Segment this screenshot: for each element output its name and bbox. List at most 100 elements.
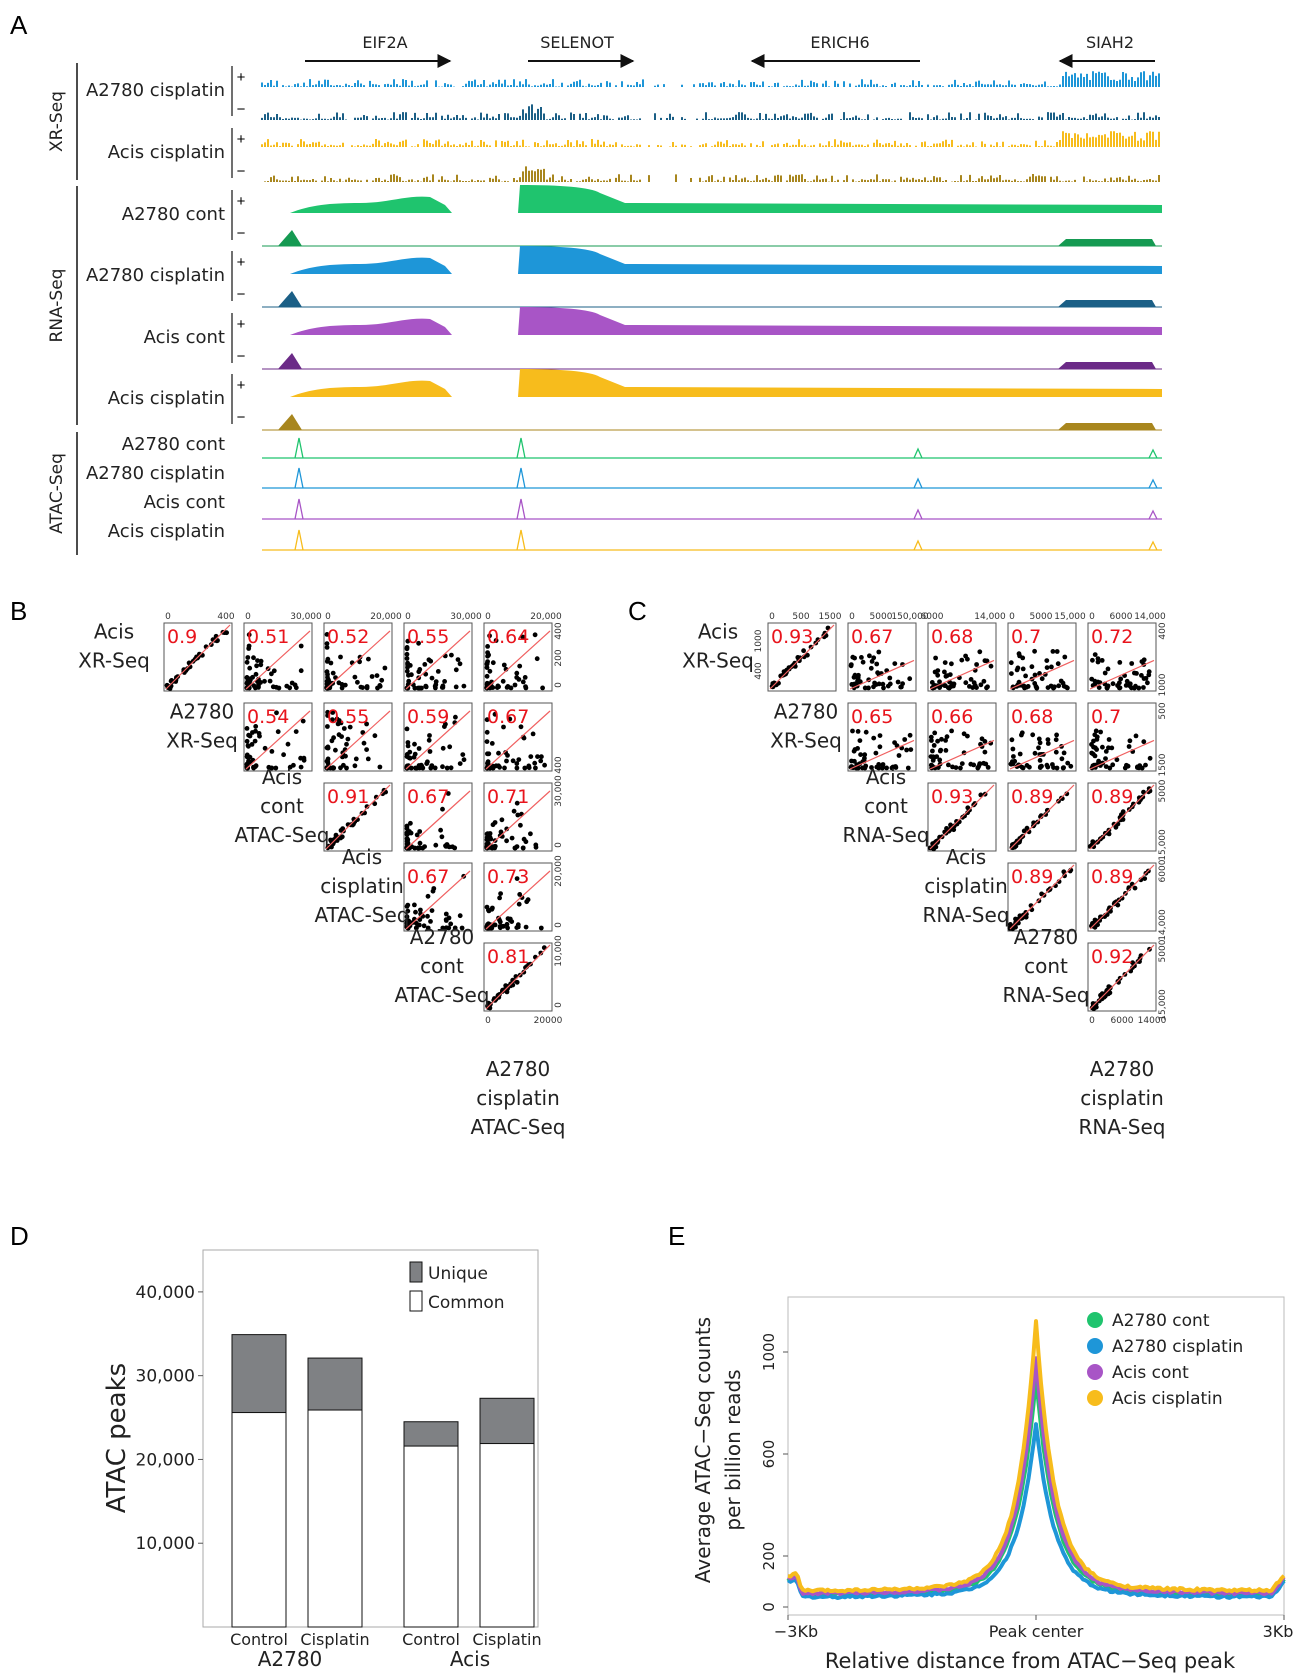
data-point: [514, 800, 520, 806]
data-point: [876, 765, 882, 771]
diagonal-label: A2780: [1090, 1057, 1155, 1081]
diagonal-label: XR-Seq: [682, 649, 754, 673]
strand-plus: +: [237, 316, 246, 333]
data-point: [520, 634, 526, 640]
data-point: [907, 676, 913, 682]
fit-line: [485, 790, 551, 850]
data-point: [405, 638, 411, 644]
data-point: [1045, 741, 1051, 746]
panel-b: B 0 400 0 30,000 0 20,000 0 30,000 0 20,0000.9 0.51…: [10, 596, 566, 1139]
data-point: [360, 730, 366, 735]
data-point: [486, 652, 491, 658]
data-point: [406, 672, 411, 678]
data-point: [442, 679, 447, 684]
data-point: [1135, 764, 1140, 770]
data-point: [443, 917, 449, 922]
diagonal-label: cont: [864, 794, 908, 818]
data-point: [428, 919, 433, 924]
data-point: [1103, 756, 1108, 761]
data-point: [1061, 765, 1066, 770]
data-point: [253, 728, 258, 734]
data-point: [873, 750, 879, 756]
data-point: [246, 646, 252, 651]
axis-tick-label: 14,000: [1158, 909, 1168, 941]
data-point: [254, 663, 259, 669]
rna-seq-plus-coverage: [262, 185, 1162, 213]
track-label: Acis cisplatin: [108, 388, 225, 409]
data-point: [877, 744, 883, 750]
axis-tick-label: 10,000: [554, 935, 564, 967]
data-point: [412, 902, 417, 908]
data-point: [461, 683, 467, 689]
axis-tick-label: 5000: [1158, 939, 1168, 962]
data-point: [1092, 652, 1098, 657]
data-point: [1027, 764, 1032, 770]
fit-line: [325, 630, 391, 690]
data-point: [1126, 744, 1132, 749]
correlation-value: 0.91: [327, 786, 369, 808]
profile-line: [787, 1319, 1286, 1594]
strand-minus: −: [237, 225, 246, 242]
diagonal-label: XR-Seq: [78, 649, 150, 673]
data-point: [498, 829, 504, 835]
correlation-value: 0.7: [1091, 706, 1121, 728]
data-point: [968, 761, 974, 767]
data-point: [1025, 684, 1031, 689]
y-axis-label: ATAC peaks: [102, 1363, 132, 1513]
data-point: [453, 667, 459, 673]
data-point: [528, 831, 533, 837]
data-point: [301, 755, 307, 761]
data-point: [523, 924, 529, 930]
diagonal-label: XR-Seq: [770, 729, 842, 753]
data-point: [866, 685, 871, 691]
rna-seq-plus-coverage: [262, 246, 1162, 274]
correlation-value: 0.67: [407, 866, 449, 888]
data-point: [460, 752, 466, 757]
data-point: [1044, 665, 1050, 670]
data-point: [948, 822, 953, 828]
data-point: [325, 724, 330, 729]
data-point: [881, 685, 886, 691]
legend-label: A2780 cont: [1112, 1311, 1210, 1331]
diagonal-label: cont: [260, 794, 304, 818]
data-point: [514, 979, 520, 985]
diagonal-label: ATAC-Seq: [235, 823, 330, 847]
axis-tick-label: 20,000: [530, 612, 562, 622]
data-point: [1139, 659, 1145, 664]
axis-tick-label: 500: [792, 612, 809, 622]
data-point: [417, 917, 423, 922]
data-point: [404, 646, 410, 652]
fit-line: [325, 710, 391, 770]
data-point: [298, 668, 304, 674]
data-point: [369, 674, 375, 679]
data-point: [981, 760, 986, 766]
profile-line: [786, 1376, 1286, 1598]
axis-tick-label: 20000: [534, 1016, 563, 1026]
xr-seq-signal: [264, 166, 1160, 182]
panel-d: D 10,000 20,000 30,000 40,000 ATAC peaks Contr…: [10, 1221, 542, 1671]
data-point: [484, 739, 490, 744]
data-point: [1141, 685, 1146, 690]
data-point: [880, 681, 886, 687]
data-point: [404, 823, 410, 829]
data-point: [522, 675, 528, 680]
y-tick-label: 1000: [760, 1333, 778, 1371]
data-point: [443, 721, 448, 727]
data-point: [273, 765, 279, 771]
scatter-points: [484, 632, 545, 691]
legend-label: Acis cont: [1112, 1363, 1189, 1383]
data-point: [868, 665, 874, 671]
strand-plus: +: [237, 254, 246, 271]
data-point: [258, 662, 264, 668]
track-label: A2780 cont: [122, 204, 225, 225]
data-point: [511, 808, 517, 814]
axis-tick-label: 6000: [921, 612, 944, 622]
bar-common: [307, 1409, 363, 1628]
diagonal-label: Acis: [866, 765, 906, 789]
data-point: [1133, 733, 1139, 739]
correlation-value: 0.59: [407, 706, 449, 728]
data-point: [426, 737, 432, 743]
data-point: [1119, 895, 1125, 901]
data-point: [1029, 664, 1035, 670]
diagonal-label: A2780: [486, 1057, 551, 1081]
